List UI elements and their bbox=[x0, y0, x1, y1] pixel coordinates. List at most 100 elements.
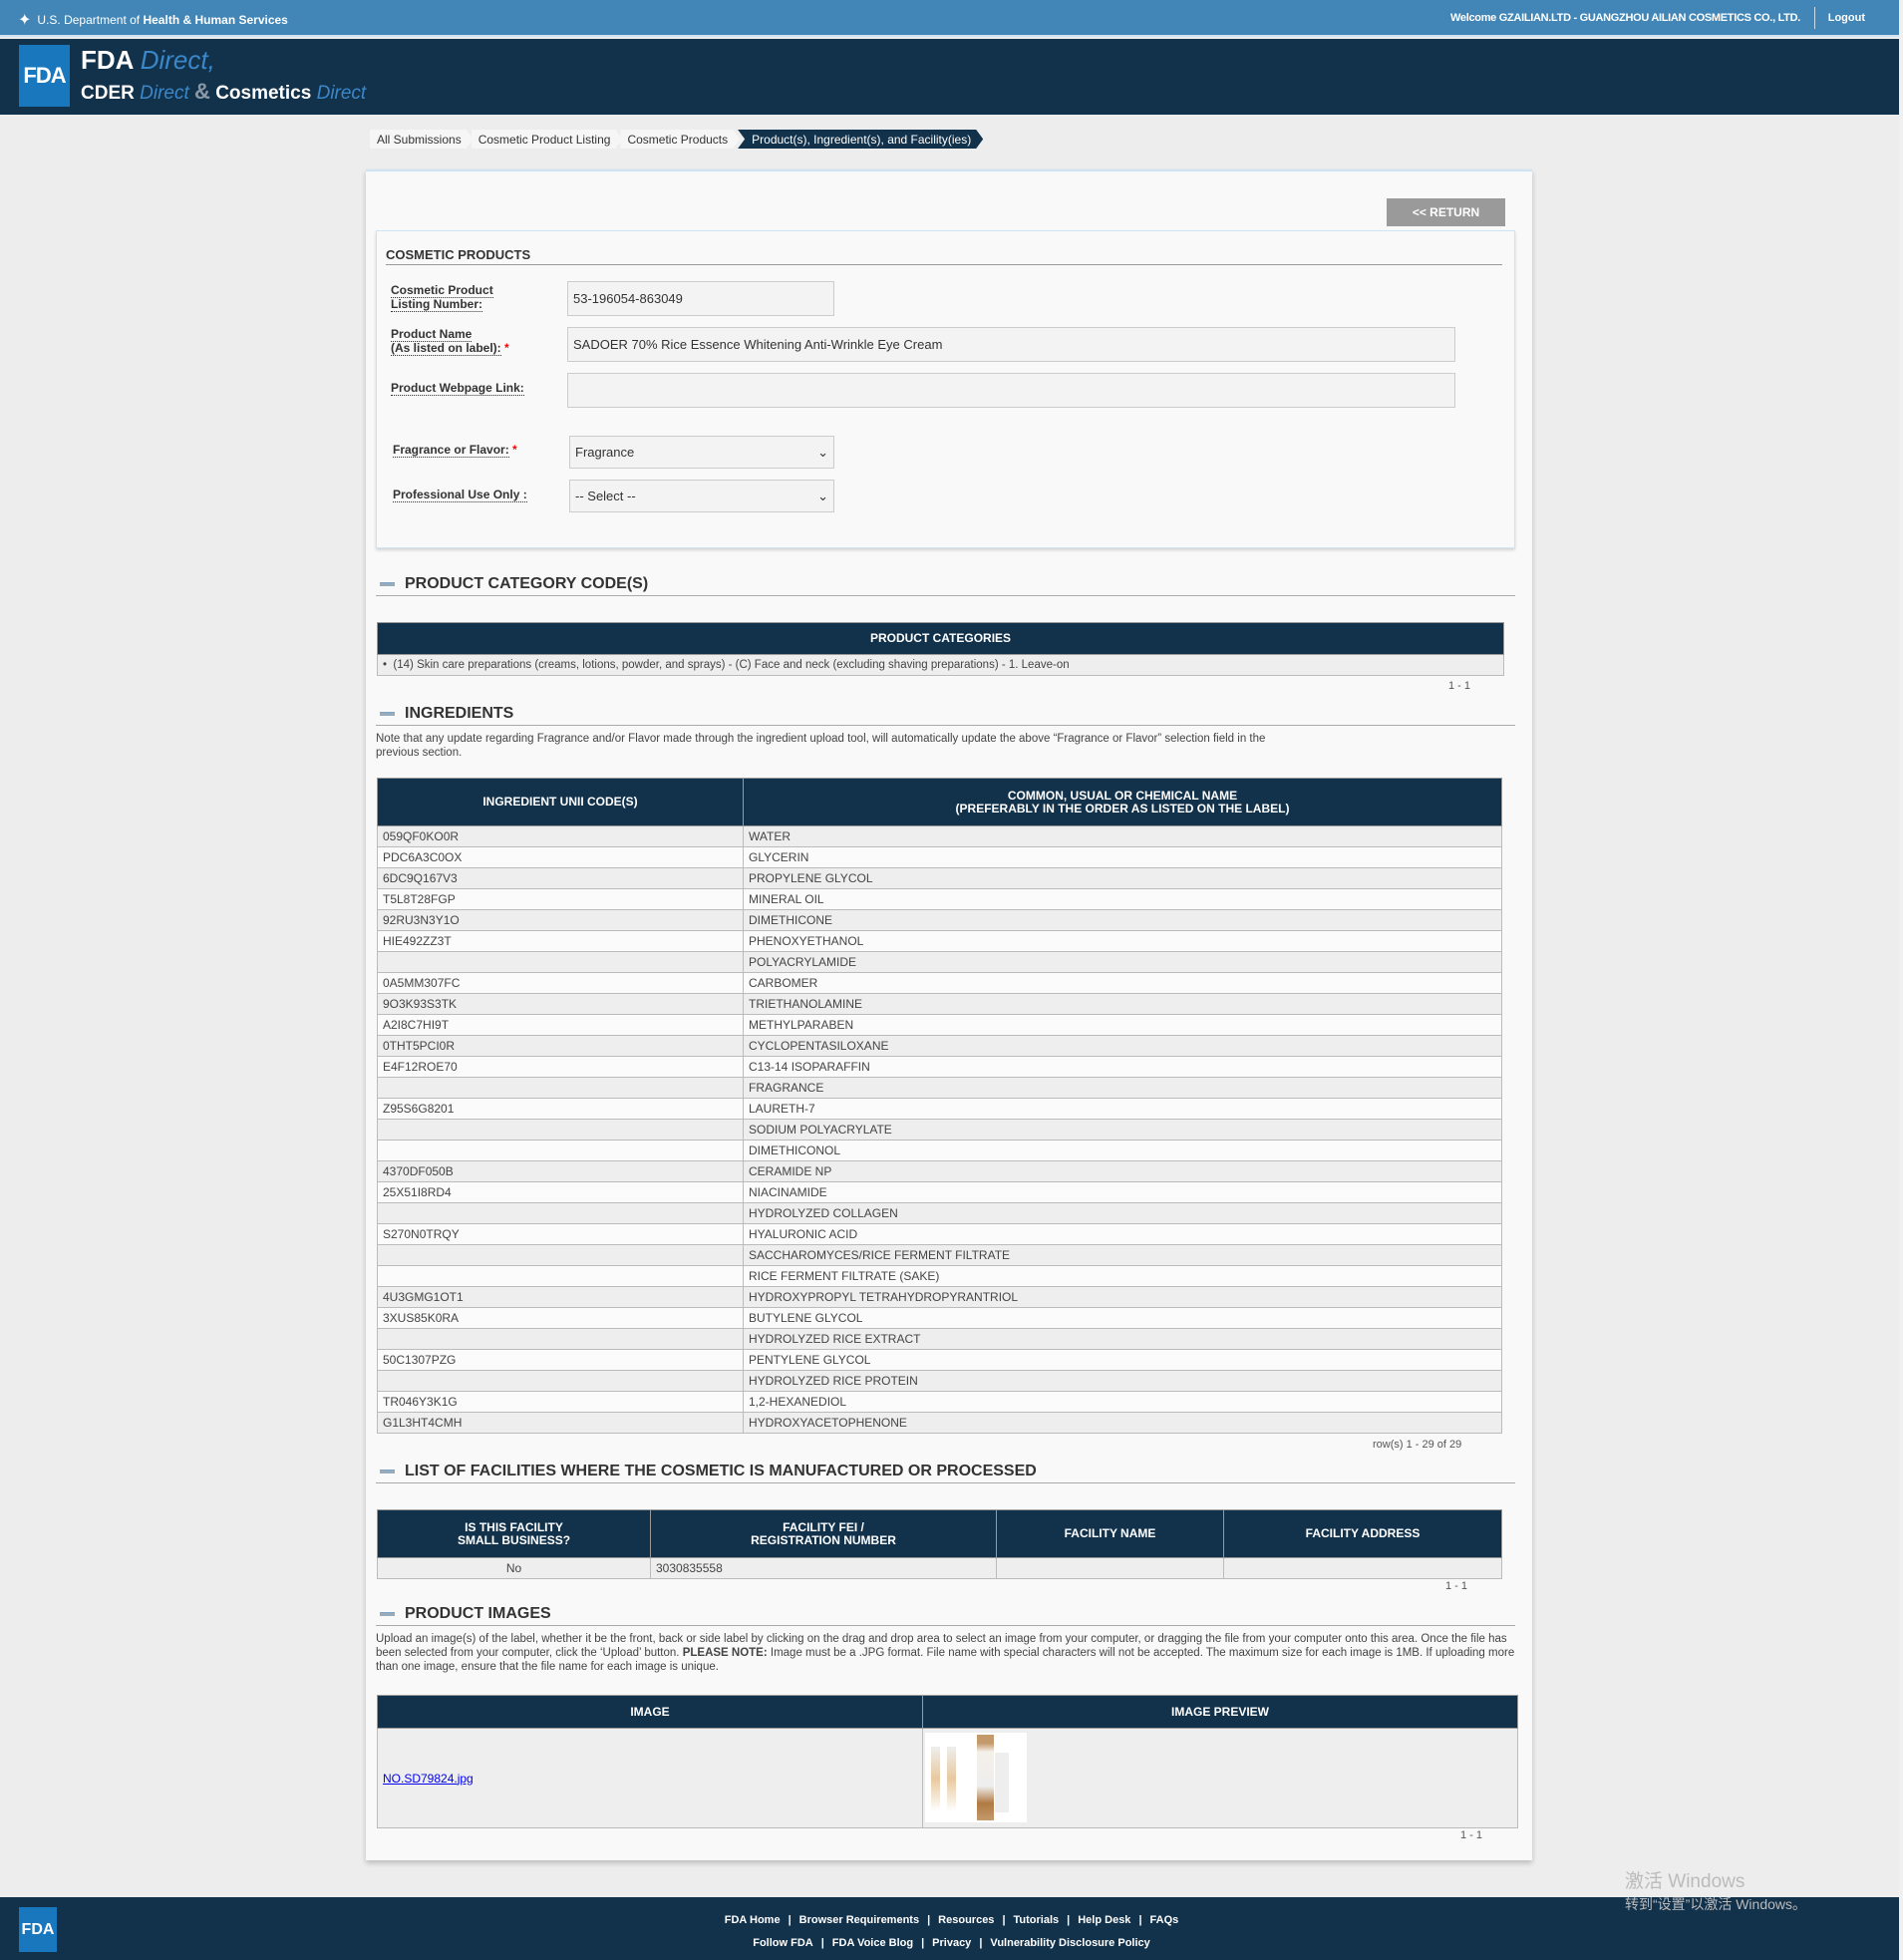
table-row: S270N0TRQY HYALURONIC ACID bbox=[377, 1223, 1502, 1245]
footer-link[interactable]: FDA Voice Blog bbox=[831, 1937, 914, 1949]
listing-number-field[interactable]: 53-196054-863049 bbox=[567, 281, 834, 316]
table-row: Z95S6G8201 LAURETH-7 bbox=[377, 1098, 1502, 1120]
divider: | bbox=[1138, 1914, 1142, 1926]
table-row: 9O3K93S3TK TRIETHANOLAMINE bbox=[377, 993, 1502, 1015]
ingredients-heading[interactable]: INGREDIENTS bbox=[376, 705, 1515, 726]
unii-code-cell: 50C1307PZG bbox=[377, 1349, 744, 1371]
collapse-icon[interactable] bbox=[380, 712, 395, 716]
pagination: row(s) 1 - 29 of 29 bbox=[1373, 1439, 1462, 1451]
section-title: COSMETIC PRODUCTS bbox=[386, 247, 1502, 265]
fragrance-label: Fragrance or Flavor: * bbox=[393, 443, 517, 458]
table-row: 6DC9Q167V3 PROPYLENE GLYCOL bbox=[377, 867, 1502, 889]
column-header: IMAGE bbox=[377, 1695, 923, 1729]
table-row: SACCHAROMYCES/RICE FERMENT FILTRATE bbox=[377, 1244, 1502, 1266]
table-row: HIE492ZZ3T PHENOXYETHANOL bbox=[377, 930, 1502, 952]
divider: | bbox=[1002, 1914, 1006, 1926]
column-header: FACILITY ADDRESS bbox=[1223, 1509, 1502, 1558]
pagination: 1 - 1 bbox=[1460, 1829, 1483, 1841]
breadcrumb-cosmetic-products[interactable]: Cosmetic Products bbox=[620, 130, 740, 149]
site-header: FDA FDA Direct, CDER Direct & Cosmetics … bbox=[0, 39, 1903, 115]
ingredient-name-cell: BUTYLENE GLYCOL bbox=[743, 1307, 1502, 1329]
breadcrumb-cosmetic-product-listing[interactable]: Cosmetic Product Listing bbox=[472, 130, 623, 149]
table-row: No 3030835558 bbox=[377, 1557, 1502, 1579]
facility-address-cell bbox=[1223, 1557, 1502, 1579]
footer-link[interactable]: Privacy bbox=[932, 1937, 972, 1949]
unii-code-cell: PDC6A3C0OX bbox=[377, 846, 744, 868]
return-button[interactable]: << RETURN bbox=[1387, 198, 1505, 226]
unii-code-cell: 6DC9Q167V3 bbox=[377, 867, 744, 889]
ingredient-name-cell: MINERAL OIL bbox=[743, 888, 1502, 910]
table-row: POLYACRYLAMIDE bbox=[377, 951, 1502, 973]
table-row: SODIUM POLYACRYLATE bbox=[377, 1119, 1502, 1141]
unii-code-cell: 9O3K93S3TK bbox=[377, 993, 744, 1015]
unii-code-cell: 25X51I8RD4 bbox=[377, 1181, 744, 1203]
unii-code-cell bbox=[377, 951, 744, 973]
fda-footer-logo[interactable]: FDA bbox=[19, 1907, 57, 1952]
chevron-down-icon: ⌄ bbox=[817, 444, 828, 460]
unii-code-cell: A2I8C7HI9T bbox=[377, 1014, 744, 1036]
breadcrumb-all-submissions[interactable]: All Submissions bbox=[370, 130, 474, 149]
chevron-down-icon: ⌄ bbox=[817, 488, 828, 503]
footer-link[interactable]: Help Desk bbox=[1078, 1914, 1131, 1926]
ingredient-name-cell: HYDROLYZED RICE EXTRACT bbox=[743, 1328, 1502, 1350]
images-note: Upload an image(s) of the label, whether… bbox=[376, 1633, 1515, 1673]
table-row: A2I8C7HI9T METHYLPARABEN bbox=[377, 1014, 1502, 1036]
product-name-label: Product Name (As listed on label): * bbox=[391, 327, 509, 356]
fda-logo[interactable]: FDA bbox=[19, 45, 70, 107]
unii-code-cell: TR046Y3K1G bbox=[377, 1391, 744, 1413]
logout-link[interactable]: Logout bbox=[1827, 12, 1865, 24]
unii-code-cell: HIE492ZZ3T bbox=[377, 930, 744, 952]
professional-use-select[interactable]: -- Select -- ⌄ bbox=[569, 480, 834, 512]
ingredient-name-cell: GLYCERIN bbox=[743, 846, 1502, 868]
collapse-icon[interactable] bbox=[380, 1470, 395, 1473]
ingredients-note: Note that any update regarding Fragrance… bbox=[376, 733, 1266, 759]
divider: | bbox=[1067, 1914, 1071, 1926]
footer-link[interactable]: FAQs bbox=[1149, 1914, 1179, 1926]
images-heading[interactable]: PRODUCT IMAGES bbox=[376, 1605, 1515, 1626]
footer-link[interactable]: Tutorials bbox=[1013, 1914, 1060, 1926]
categories-table: PRODUCT CATEGORIES • (14) Skin care prep… bbox=[377, 622, 1504, 676]
images-table: IMAGE IMAGE PREVIEW NO.SD79824.jpg bbox=[377, 1695, 1518, 1828]
ingredient-name-cell: 1,2-HEXANEDIOL bbox=[743, 1391, 1502, 1413]
table-row: 25X51I8RD4 NIACINAMIDE bbox=[377, 1181, 1502, 1203]
column-header: IMAGE PREVIEW bbox=[922, 1695, 1518, 1729]
professional-use-label: Professional Use Only : bbox=[393, 488, 527, 502]
facility-name-cell bbox=[996, 1557, 1224, 1579]
divider: | bbox=[921, 1937, 925, 1949]
footer-link[interactable]: FDA Home bbox=[724, 1914, 781, 1926]
product-name-field[interactable]: SADOER 70% Rice Essence Whitening Anti-W… bbox=[567, 327, 1455, 362]
ingredient-name-cell: LAURETH-7 bbox=[743, 1098, 1502, 1120]
product-image-preview[interactable] bbox=[925, 1733, 1027, 1822]
collapse-icon[interactable] bbox=[380, 1612, 395, 1616]
unii-code-cell bbox=[377, 1077, 744, 1099]
fei-cell: 3030835558 bbox=[650, 1557, 997, 1579]
scrollbar[interactable] bbox=[1899, 0, 1903, 1960]
facilities-heading[interactable]: LIST OF FACILITIES WHERE THE COSMETIC IS… bbox=[376, 1463, 1515, 1483]
table-row: HYDROLYZED RICE PROTEIN bbox=[377, 1370, 1502, 1392]
brand-cder-cosmetics: CDER Direct & Cosmetics Direct bbox=[81, 79, 367, 104]
collapse-icon[interactable] bbox=[380, 582, 395, 586]
hhs-link[interactable]: ✦ U.S. Department of Health & Human Serv… bbox=[18, 10, 288, 30]
footer-link[interactable]: Resources bbox=[938, 1914, 995, 1926]
footer-link[interactable]: Browser Requirements bbox=[798, 1914, 920, 1926]
image-file-link[interactable]: NO.SD79824.jpg bbox=[383, 1771, 474, 1786]
webpage-link-field[interactable] bbox=[567, 373, 1455, 408]
unii-code-cell: E4F12ROE70 bbox=[377, 1056, 744, 1078]
small-business-cell: No bbox=[377, 1557, 651, 1579]
table-row: DIMETHICONOL bbox=[377, 1140, 1502, 1161]
ingredient-name-cell: HYDROXYPROPYL TETRAHYDROPYRANTRIOL bbox=[743, 1286, 1502, 1308]
table-row: HYDROLYZED COLLAGEN bbox=[377, 1202, 1502, 1224]
footer-link[interactable]: Follow FDA bbox=[753, 1937, 813, 1949]
unii-code-cell: 4370DF050B bbox=[377, 1160, 744, 1182]
fragrance-select[interactable]: Fragrance ⌄ bbox=[569, 436, 834, 469]
brand-fda-direct: FDA Direct, bbox=[81, 45, 215, 75]
ingredient-name-cell: CERAMIDE NP bbox=[743, 1160, 1502, 1182]
ingredient-name-cell: NIACINAMIDE bbox=[743, 1181, 1502, 1203]
breadcrumb: All Submissions Cosmetic Product Listing… bbox=[370, 130, 981, 149]
unii-code-cell: G1L3HT4CMH bbox=[377, 1412, 744, 1434]
footer-link[interactable]: Vulnerability Disclosure Policy bbox=[990, 1937, 1150, 1949]
table-row: PDC6A3C0OX GLYCERIN bbox=[377, 846, 1502, 868]
footer: FDA FDA Home | Browser Requirements | Resour… bbox=[0, 1897, 1903, 1960]
category-heading[interactable]: PRODUCT CATEGORY CODE(S) bbox=[376, 575, 1515, 596]
top-bar: ✦ U.S. Department of Health & Human Serv… bbox=[0, 0, 1903, 37]
